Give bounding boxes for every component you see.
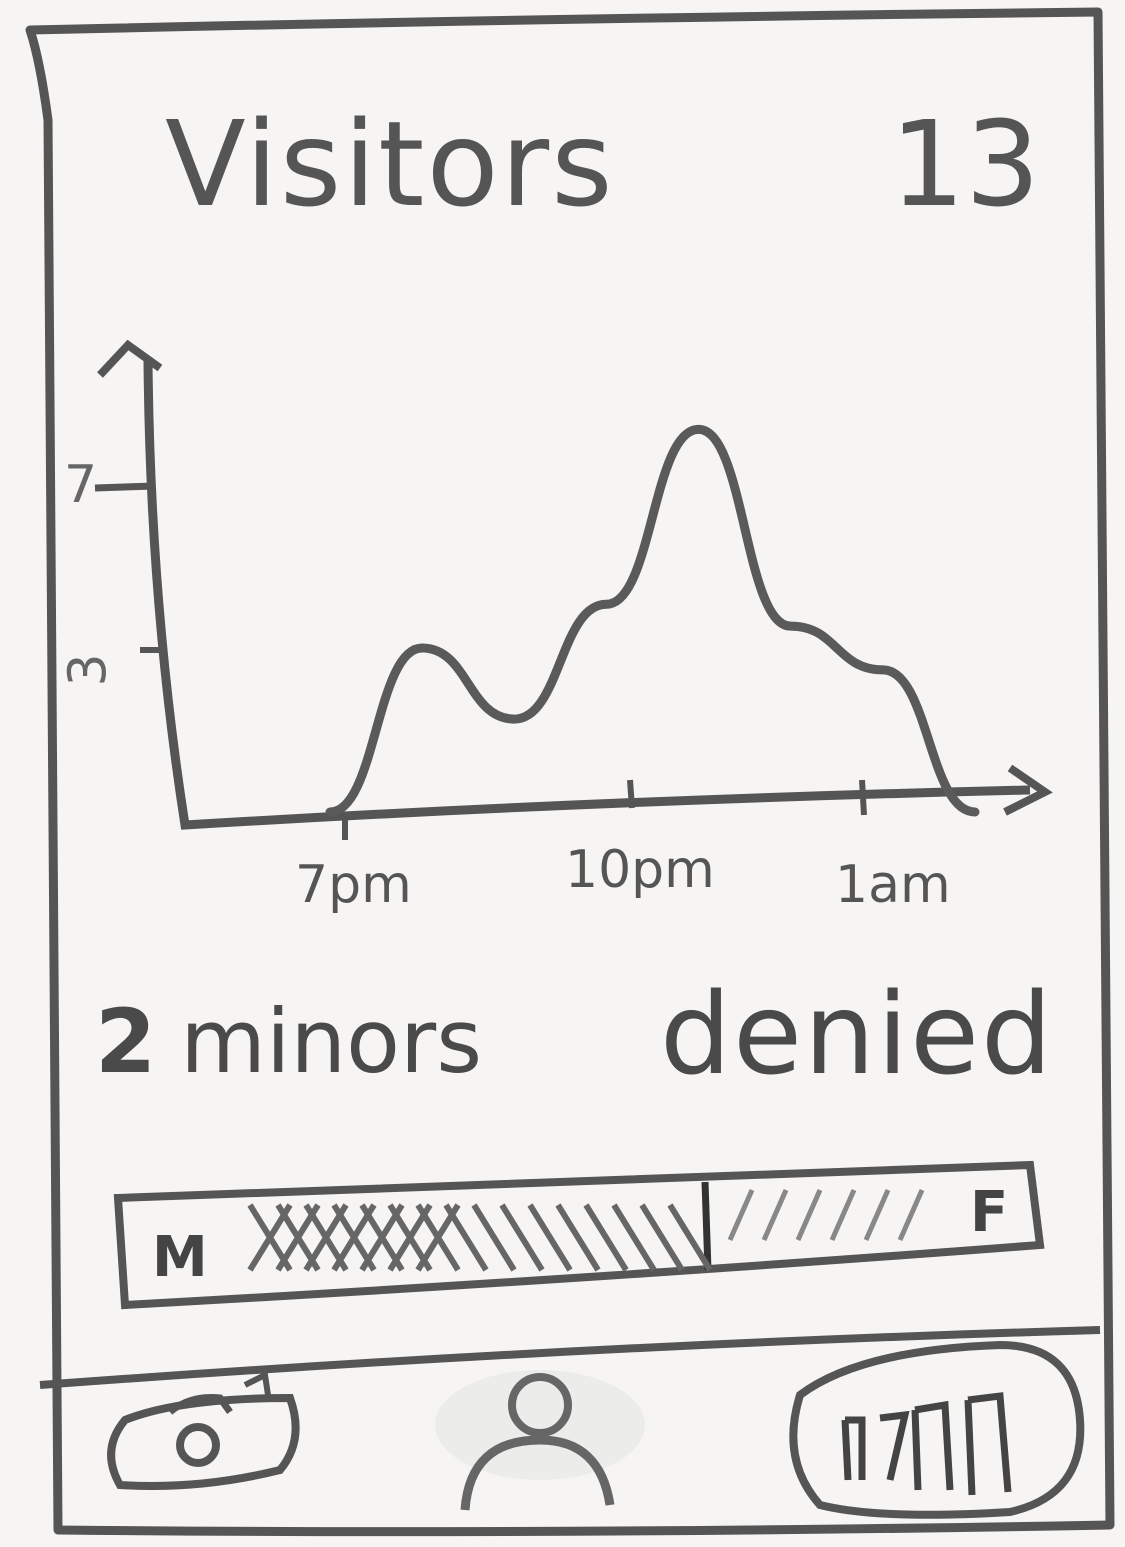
x-tick-10pm [627, 779, 635, 809]
minors-count: 2 [95, 990, 157, 1093]
y-tick-label-3: 3 [58, 653, 119, 687]
male-hatch [247, 1203, 713, 1272]
gender-divider [701, 1181, 712, 1271]
screen-border [25, 7, 1115, 1537]
minors-stat: 2 minors [95, 990, 482, 1093]
page-title: Visitors [165, 95, 615, 233]
nav-divider [39, 1326, 1101, 1389]
male-label: M [152, 1225, 208, 1290]
x-tick-label-1am: 1am [835, 855, 951, 915]
visitor-count: 13 [890, 95, 1041, 233]
x-tick-label-7pm: 7pm [295, 855, 412, 915]
chart-axes [143, 359, 1031, 830]
y-tick-label-7: 7 [64, 455, 98, 515]
person-icon-highlight [435, 1370, 645, 1480]
female-label: F [970, 1180, 1009, 1245]
minors-label: minors [180, 990, 483, 1093]
denied-label: denied [660, 970, 1055, 1100]
x-tick-label-10pm: 10pm [565, 840, 715, 900]
camera-icon[interactable] [107, 1370, 300, 1490]
person-icon[interactable] [435, 1370, 645, 1511]
x-tick-1am [859, 779, 867, 816]
y-tick-7 [94, 482, 156, 492]
visitors-series-line [325, 424, 980, 817]
gender-ratio-bar [113, 1160, 1045, 1310]
barcode-icon[interactable] [789, 1340, 1085, 1519]
female-hatch [727, 1188, 925, 1242]
x-axis-arrow [1003, 764, 1053, 816]
y-axis-arrow [97, 339, 163, 378]
